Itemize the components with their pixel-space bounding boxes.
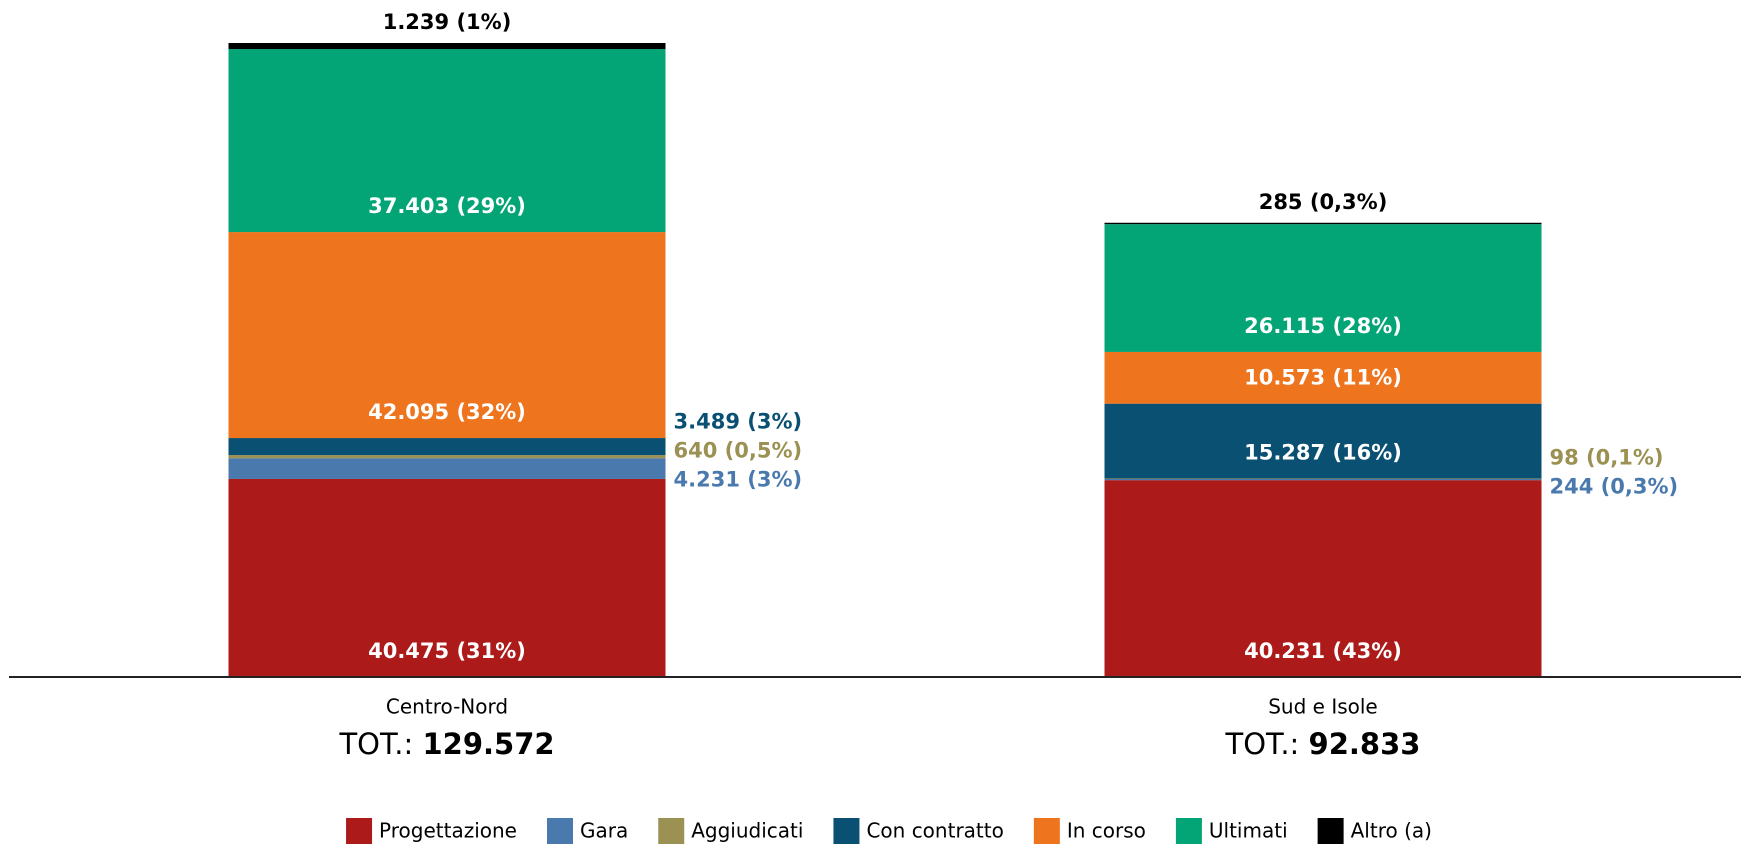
- value-label: 40.475 (31%): [368, 639, 526, 663]
- category-label: Centro-Nord: [386, 695, 508, 719]
- bar-segment: [228, 232, 666, 439]
- value-label: 4.231 (3%): [674, 467, 803, 491]
- bar-segment: [1104, 403, 1542, 479]
- bar-segment: [228, 49, 666, 233]
- total-label: TOT.: 129.572: [338, 727, 554, 761]
- total-prefix: TOT.:: [1225, 727, 1300, 761]
- bar-segment: [1104, 478, 1542, 479]
- bar-segment: [228, 458, 666, 479]
- legend-label: Ultimati: [1209, 819, 1288, 843]
- legend-item: Progettazione: [346, 818, 517, 844]
- value-label: 285 (0,3%): [1259, 190, 1388, 214]
- value-label: 40.231 (43%): [1244, 639, 1402, 663]
- value-label: 640 (0,5%): [674, 438, 803, 462]
- legend: Progettazione Gara Aggiudicati Con contratt…: [346, 818, 1432, 844]
- value-label: 15.287 (16%): [1244, 440, 1402, 464]
- legend-label: Gara: [580, 819, 628, 843]
- legend-item: Gara: [547, 818, 628, 844]
- bar-segment: [228, 478, 666, 677]
- value-label: 98 (0,1%): [1550, 446, 1664, 470]
- bar-segment: [1104, 222, 1542, 225]
- legend-swatch: [1033, 818, 1060, 844]
- value-label: 42.095 (32%): [368, 400, 526, 424]
- bar-segment: [228, 438, 666, 456]
- legend-swatch: [833, 818, 860, 844]
- legend-item: Con contratto: [833, 818, 1004, 844]
- value-label: 244 (0,3%): [1550, 475, 1679, 499]
- value-label: 3.489 (3%): [674, 409, 803, 433]
- value-label: 10.573 (11%): [1244, 366, 1402, 390]
- total-label: TOT.: 92.833: [1225, 727, 1421, 761]
- bar-segment: [1104, 480, 1542, 677]
- total-value: 129.572: [422, 727, 554, 761]
- legend-swatch: [658, 818, 685, 844]
- legend-label: In corso: [1067, 819, 1146, 843]
- legend-swatch: [1175, 818, 1202, 844]
- legend-label: Aggiudicati: [691, 819, 803, 843]
- value-label: 1.239 (1%): [383, 10, 512, 34]
- bar-segment: [228, 455, 666, 459]
- legend-swatch: [346, 818, 373, 844]
- total-prefix: TOT.:: [338, 727, 413, 761]
- legend-item: In corso: [1033, 818, 1146, 844]
- category-label: Sud e Isole: [1268, 695, 1378, 719]
- legend-item: Ultimati: [1175, 818, 1288, 844]
- bar-segment: [1104, 351, 1542, 404]
- bar-segment: [228, 43, 666, 50]
- legend-item: Altro (a): [1317, 818, 1432, 844]
- legend-label: Altro (a): [1351, 819, 1432, 843]
- value-label: 26.115 (28%): [1244, 314, 1402, 338]
- legend-swatch: [547, 818, 573, 844]
- legend-label: Con contratto: [866, 819, 1003, 843]
- bar-segment: [1104, 224, 1542, 352]
- legend-swatch: [1317, 818, 1344, 844]
- total-value: 92.833: [1309, 727, 1421, 761]
- legend-item: Aggiudicati: [658, 818, 803, 844]
- bar-segment: [1104, 478, 1542, 481]
- legend-label: Progettazione: [379, 819, 517, 843]
- value-label: 37.403 (29%): [368, 194, 526, 218]
